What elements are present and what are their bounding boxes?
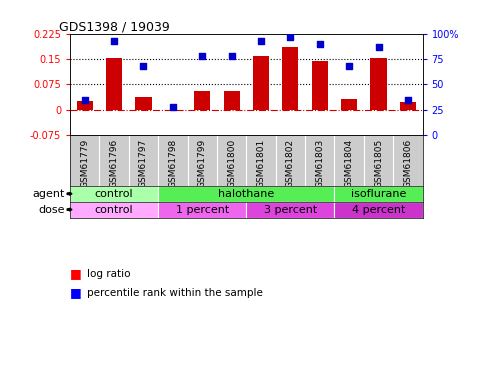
Point	[404, 97, 412, 103]
Text: control: control	[95, 205, 133, 214]
Bar	[158, 202, 246, 217]
Text: agent: agent	[33, 189, 65, 199]
Text: 4 percent: 4 percent	[352, 205, 405, 214]
Text: 3 percent: 3 percent	[264, 205, 317, 214]
Text: GSM61779: GSM61779	[80, 139, 89, 188]
Text: GSM61798: GSM61798	[169, 139, 177, 188]
Text: GSM61805: GSM61805	[374, 139, 383, 188]
Bar	[135, 97, 152, 110]
Text: dose: dose	[39, 205, 65, 214]
Bar	[341, 99, 357, 110]
Point	[81, 97, 88, 103]
Text: GSM61796: GSM61796	[110, 139, 119, 188]
Bar	[158, 186, 335, 202]
Text: GSM61801: GSM61801	[256, 139, 266, 188]
Bar	[400, 102, 416, 110]
Bar	[70, 202, 158, 217]
Text: GSM61804: GSM61804	[345, 139, 354, 188]
Bar	[370, 58, 386, 110]
Bar	[224, 91, 240, 110]
Text: GSM61799: GSM61799	[198, 139, 207, 188]
Point	[228, 53, 236, 59]
Bar	[334, 202, 423, 217]
Point	[286, 34, 294, 40]
Point	[375, 44, 383, 50]
Point	[345, 63, 353, 69]
Bar	[253, 56, 269, 110]
Point	[316, 41, 324, 47]
Text: log ratio: log ratio	[87, 269, 130, 279]
Bar	[106, 58, 122, 110]
Point	[169, 104, 177, 110]
Text: GSM61797: GSM61797	[139, 139, 148, 188]
Bar	[312, 62, 328, 110]
Text: ■: ■	[70, 267, 82, 280]
Point	[110, 38, 118, 44]
Point	[257, 38, 265, 44]
Text: isoflurane: isoflurane	[351, 189, 406, 199]
Bar	[165, 110, 181, 111]
Bar	[77, 101, 93, 110]
Bar	[334, 186, 423, 202]
Bar	[246, 202, 335, 217]
Text: ■: ■	[70, 286, 82, 299]
Point	[199, 53, 206, 59]
Point	[140, 63, 147, 69]
Bar	[70, 186, 158, 202]
Text: percentile rank within the sample: percentile rank within the sample	[87, 288, 263, 297]
Text: GSM61806: GSM61806	[403, 139, 412, 188]
Text: 1 percent: 1 percent	[176, 205, 229, 214]
Text: control: control	[95, 189, 133, 199]
Bar	[194, 91, 210, 110]
Text: GSM61800: GSM61800	[227, 139, 236, 188]
Text: GSM61802: GSM61802	[286, 139, 295, 188]
Text: halothane: halothane	[218, 189, 274, 199]
Bar	[283, 47, 298, 110]
Text: GSM61803: GSM61803	[315, 139, 324, 188]
Text: GDS1398 / 19039: GDS1398 / 19039	[59, 21, 170, 34]
